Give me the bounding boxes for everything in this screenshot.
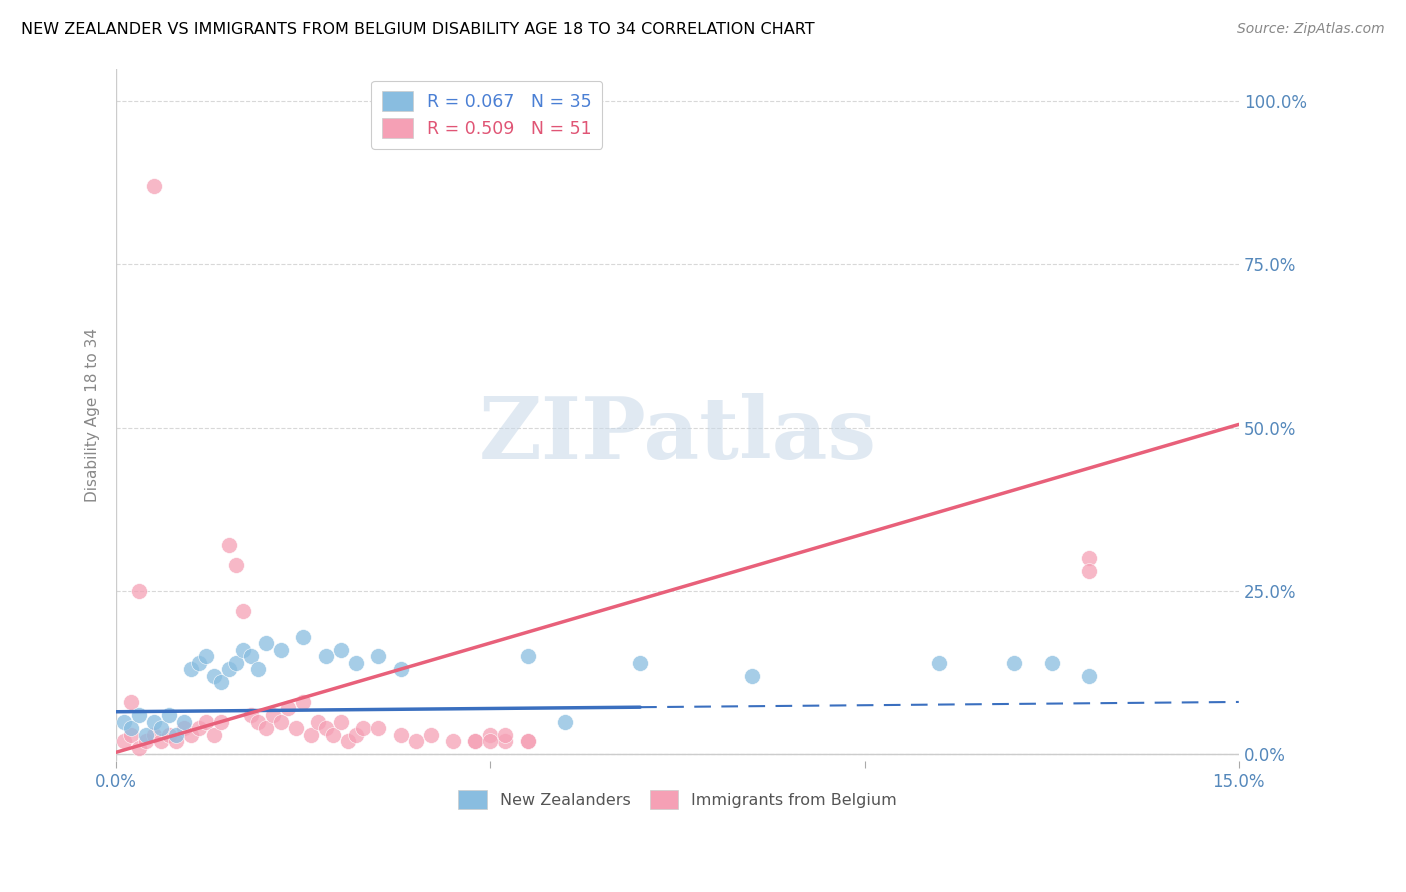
- Point: [218, 662, 240, 676]
- Point: [628, 656, 651, 670]
- Point: [142, 714, 165, 729]
- Point: [464, 734, 486, 748]
- Point: [419, 728, 441, 742]
- Point: [128, 583, 150, 598]
- Point: [344, 656, 367, 670]
- Point: [389, 662, 412, 676]
- Point: [1040, 656, 1063, 670]
- Point: [337, 734, 360, 748]
- Point: [254, 721, 277, 735]
- Point: [157, 728, 180, 742]
- Point: [247, 662, 270, 676]
- Point: [195, 649, 218, 664]
- Point: [150, 734, 173, 748]
- Point: [232, 603, 254, 617]
- Point: [1002, 656, 1025, 670]
- Point: [150, 721, 173, 735]
- Point: [120, 721, 142, 735]
- Point: [441, 734, 464, 748]
- Point: [112, 734, 135, 748]
- Text: NEW ZEALANDER VS IMMIGRANTS FROM BELGIUM DISABILITY AGE 18 TO 34 CORRELATION CHA: NEW ZEALANDER VS IMMIGRANTS FROM BELGIUM…: [21, 22, 814, 37]
- Point: [209, 675, 232, 690]
- Point: [494, 728, 516, 742]
- Point: [292, 695, 315, 709]
- Point: [142, 728, 165, 742]
- Point: [464, 734, 486, 748]
- Point: [209, 714, 232, 729]
- Legend: New Zealanders, Immigrants from Belgium: New Zealanders, Immigrants from Belgium: [451, 784, 903, 815]
- Point: [218, 538, 240, 552]
- Text: ZIPatlas: ZIPatlas: [478, 393, 876, 477]
- Point: [329, 714, 352, 729]
- Point: [367, 649, 389, 664]
- Point: [1078, 551, 1101, 566]
- Point: [247, 714, 270, 729]
- Point: [479, 728, 502, 742]
- Point: [232, 642, 254, 657]
- Point: [352, 721, 374, 735]
- Point: [180, 662, 202, 676]
- Point: [516, 734, 538, 748]
- Point: [142, 179, 165, 194]
- Point: [367, 721, 389, 735]
- Point: [173, 721, 195, 735]
- Point: [120, 728, 142, 742]
- Point: [1078, 669, 1101, 683]
- Point: [1078, 565, 1101, 579]
- Point: [479, 734, 502, 748]
- Point: [405, 734, 427, 748]
- Point: [494, 734, 516, 748]
- Point: [284, 721, 307, 735]
- Point: [254, 636, 277, 650]
- Point: [165, 728, 187, 742]
- Point: [322, 728, 344, 742]
- Point: [225, 656, 247, 670]
- Point: [329, 642, 352, 657]
- Point: [277, 701, 299, 715]
- Point: [187, 656, 209, 670]
- Point: [128, 740, 150, 755]
- Point: [270, 642, 292, 657]
- Point: [120, 695, 142, 709]
- Point: [165, 734, 187, 748]
- Point: [344, 728, 367, 742]
- Point: [240, 649, 263, 664]
- Point: [187, 721, 209, 735]
- Point: [389, 728, 412, 742]
- Point: [195, 714, 218, 729]
- Point: [315, 649, 337, 664]
- Point: [135, 728, 157, 742]
- Point: [157, 708, 180, 723]
- Point: [180, 728, 202, 742]
- Point: [135, 734, 157, 748]
- Point: [516, 649, 538, 664]
- Point: [315, 721, 337, 735]
- Point: [741, 669, 763, 683]
- Point: [128, 708, 150, 723]
- Point: [292, 630, 315, 644]
- Point: [112, 714, 135, 729]
- Point: [173, 714, 195, 729]
- Point: [928, 656, 950, 670]
- Point: [307, 714, 329, 729]
- Text: Source: ZipAtlas.com: Source: ZipAtlas.com: [1237, 22, 1385, 37]
- Point: [554, 714, 576, 729]
- Point: [270, 714, 292, 729]
- Point: [225, 558, 247, 572]
- Point: [516, 734, 538, 748]
- Point: [299, 728, 322, 742]
- Point: [202, 669, 225, 683]
- Y-axis label: Disability Age 18 to 34: Disability Age 18 to 34: [86, 327, 100, 501]
- Point: [262, 708, 284, 723]
- Point: [202, 728, 225, 742]
- Point: [240, 708, 263, 723]
